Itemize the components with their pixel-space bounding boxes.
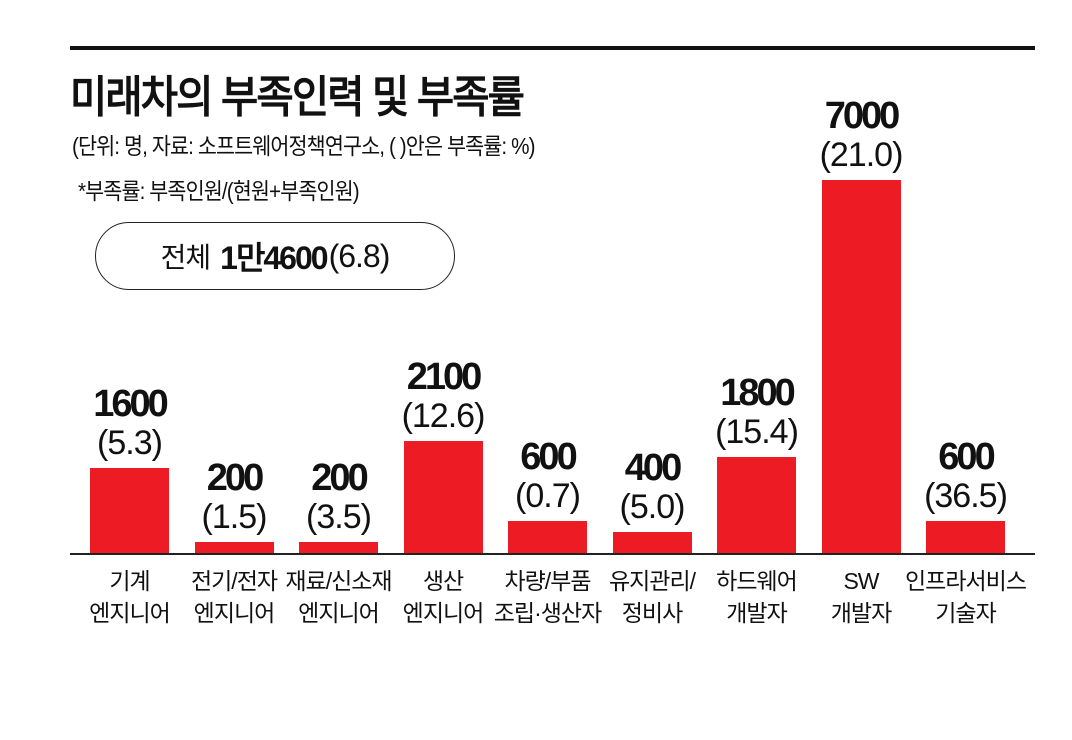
- shortage-count: 200: [311, 457, 368, 499]
- category-line-2: 기술자: [935, 600, 996, 626]
- category-line-2: 정비사: [621, 600, 683, 626]
- category-line-2: 엔지니어: [193, 600, 276, 626]
- shortage-count: 1600: [93, 383, 169, 425]
- bar: [299, 542, 378, 553]
- bar-value-label: 600 (36.5): [901, 437, 1031, 515]
- bar-value-label: 200 (3.5): [274, 458, 404, 536]
- category-line-1: 유지관리/: [608, 568, 696, 594]
- category-label: 유지관리/정비사: [587, 565, 717, 629]
- shortage-count: 2100: [406, 356, 483, 398]
- shortage-count: 1800: [720, 372, 796, 414]
- bar: [926, 521, 1005, 553]
- bar-value-label: 7000 (21.0): [796, 96, 926, 174]
- total-value: 1만4600: [220, 240, 328, 276]
- total-label: 전체: [160, 242, 212, 273]
- total-badge: 전체 1만4600 (6.8): [95, 222, 455, 290]
- shortage-rate: (0.7): [515, 477, 581, 515]
- bar: [90, 468, 169, 553]
- shortage-rate: (36.5): [924, 477, 1008, 515]
- shortage-rate: (12.6): [401, 397, 486, 435]
- category-line-1: SW: [843, 568, 879, 594]
- shortage-count: 7000: [824, 95, 901, 137]
- category-line-2: 엔지니어: [402, 600, 485, 626]
- category-label: SW 개발자: [796, 565, 926, 629]
- bar: [717, 457, 796, 553]
- bar-value-label: 1600 (5.3): [65, 384, 195, 462]
- shortage-rate: (5.3): [97, 424, 163, 462]
- bar: [194, 542, 274, 553]
- chart-subtitle: (단위: 명, 자료: 소프트웨어정책연구소, ( )안은 부족률: %): [72, 133, 535, 159]
- shortage-count: 600: [520, 436, 577, 478]
- shortage-rate: (3.5): [306, 498, 372, 536]
- shortage-count: 600: [938, 436, 995, 478]
- bar: [403, 441, 483, 553]
- bar: [612, 532, 692, 553]
- category-line-1: 전기/전자: [190, 568, 278, 594]
- bar-value-label: 2100 (12.6): [378, 357, 508, 435]
- category-line-2: 개발자: [830, 600, 892, 626]
- category-line-1: 하드웨어: [716, 568, 798, 594]
- shortage-rate: (15.4): [715, 413, 799, 451]
- shortage-count: 400: [624, 447, 682, 489]
- bar: [508, 521, 587, 553]
- top-rule: [70, 46, 1035, 50]
- category-line-2: 개발자: [726, 600, 787, 626]
- shortage-rate: (21.0): [819, 136, 904, 174]
- category-line-1: 차량/부품: [504, 568, 591, 594]
- total-rate: (6.8): [328, 237, 391, 274]
- bar: [821, 180, 901, 553]
- shortage-rate: (5.0): [619, 488, 686, 526]
- x-axis-baseline: [70, 553, 1035, 555]
- bar-value-label: 1800 (15.4): [692, 373, 822, 451]
- category-line-1: 인프라서비스: [905, 568, 1027, 594]
- category-line-1: 생산: [422, 568, 464, 594]
- bar-value-label: 200 (1.5): [169, 458, 299, 536]
- chart-note: *부족률: 부족인원/(현원+부족인원): [78, 178, 360, 204]
- category-line-2: 엔지니어: [89, 600, 171, 626]
- category-line-2: 엔지니어: [298, 600, 380, 626]
- chart-title: 미래차의 부족인력 및 부족률: [70, 73, 525, 122]
- category-line-1: 재료/신소재: [285, 568, 392, 594]
- bar-value-label: 400 (5.0): [587, 448, 717, 526]
- category-line-1: 기계: [109, 568, 150, 594]
- shortage-rate: (1.5): [201, 498, 268, 536]
- shortage-count: 200: [206, 457, 264, 499]
- category-line-2: 조립·생산자: [493, 600, 602, 626]
- bar-value-label: 600 (0.7): [483, 437, 613, 515]
